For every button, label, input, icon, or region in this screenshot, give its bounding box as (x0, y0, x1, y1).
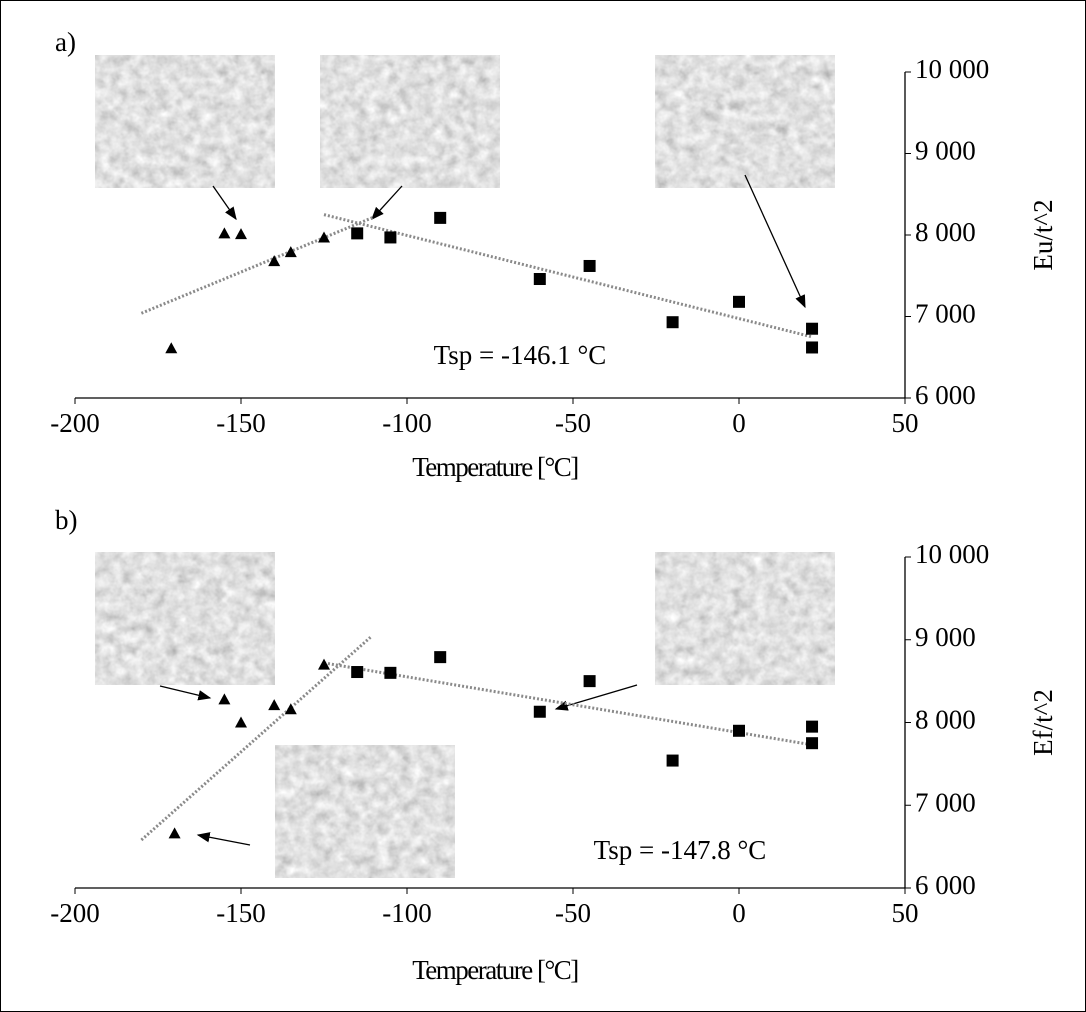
square-point (806, 341, 819, 354)
micrograph (320, 55, 500, 188)
panel-label: a) (55, 27, 76, 57)
y-tick-label: 9 000 (915, 136, 976, 166)
micrograph (95, 55, 275, 188)
triangle-point (318, 658, 330, 670)
square-point (583, 675, 596, 688)
arrow (159, 685, 212, 701)
square-point (384, 666, 397, 679)
x-tick-label: 0 (732, 898, 746, 928)
micrographs (95, 55, 835, 878)
square-point (806, 322, 819, 335)
micrograph (655, 552, 835, 685)
square-point (434, 211, 447, 224)
x-tick-label: 50 (892, 408, 919, 438)
y-tick-label: 7 000 (915, 299, 976, 329)
y-tick-label: 7 000 (915, 787, 976, 817)
fit-line (140, 636, 372, 842)
arrow (371, 185, 403, 220)
arrow (212, 185, 237, 221)
micrograph (275, 745, 455, 878)
y-tick-label: 8 000 (915, 217, 976, 247)
y-tick-label: 9 000 (915, 622, 976, 652)
panel-label: b) (55, 505, 78, 535)
annotation: Tsp = -146.1 °C (434, 340, 607, 370)
triangle-point (165, 342, 178, 354)
x-axis-title: Temperature [°C] (412, 955, 578, 985)
square-point (666, 316, 679, 329)
square-point (666, 754, 679, 767)
fit-line (140, 215, 375, 315)
triangle-point (218, 693, 231, 705)
arrow (744, 174, 806, 309)
fit-line (323, 661, 813, 747)
y-tick-label: 6 000 (915, 380, 976, 410)
y-tick-label: 6 000 (915, 870, 976, 900)
square-point (733, 295, 745, 308)
x-tick-label: -100 (382, 898, 432, 928)
x-tick-label: -50 (555, 408, 591, 438)
y-tick-label: 8 000 (915, 705, 976, 735)
triangle-point (235, 716, 247, 728)
y-axis-title: Ef/t^2 (1028, 689, 1058, 756)
square-point (434, 651, 447, 664)
square-point (533, 705, 546, 718)
x-tick-label: 50 (892, 898, 919, 928)
micrograph (95, 552, 275, 685)
square-point (806, 737, 819, 750)
triangle-point (268, 699, 281, 711)
x-tick-label: 0 (732, 408, 746, 438)
triangle-point (284, 703, 297, 715)
x-tick-label: -150 (216, 408, 266, 438)
x-tick-label: -150 (216, 898, 266, 928)
square-point (733, 724, 745, 737)
triangle-point (268, 255, 281, 267)
y-tick-label: 10 000 (915, 54, 989, 84)
y-tick-label: 10 000 (915, 539, 989, 569)
square-point (384, 231, 397, 244)
square-point (351, 227, 364, 240)
x-tick-label: -200 (50, 408, 100, 438)
square-point (583, 259, 596, 272)
arrow (196, 832, 251, 846)
triangle-point (218, 227, 231, 239)
micrograph (655, 55, 835, 188)
square-point (806, 720, 819, 733)
triangle-point (235, 228, 247, 240)
square-point (351, 666, 364, 679)
annotation: Tsp = -147.8 °C (594, 835, 767, 865)
triangle-point (168, 827, 181, 839)
x-tick-label: -50 (555, 898, 591, 928)
triangle-point (284, 246, 297, 258)
x-tick-label: -100 (382, 408, 432, 438)
square-point (533, 273, 546, 286)
y-axis-title: Eu/t^2 (1028, 199, 1058, 270)
triangle-point (318, 231, 330, 243)
x-tick-label: -200 (50, 898, 100, 928)
x-axis-title: Temperature [°C] (412, 452, 578, 482)
